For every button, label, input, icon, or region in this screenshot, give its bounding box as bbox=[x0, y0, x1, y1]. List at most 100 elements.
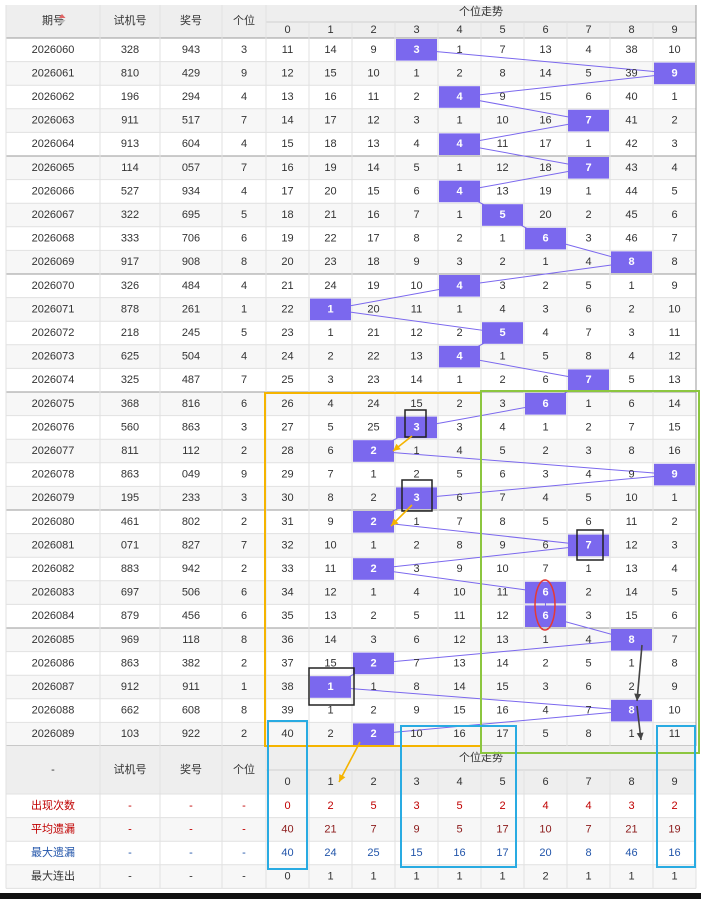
row-test: 218 bbox=[121, 327, 139, 339]
row-period: 2026074 bbox=[32, 374, 75, 386]
miss-value: 20 bbox=[539, 209, 551, 221]
row-prize: 695 bbox=[182, 209, 200, 221]
stats-value: 3 bbox=[413, 800, 419, 812]
hit-cell bbox=[482, 204, 523, 226]
dark-arrow bbox=[636, 644, 643, 702]
miss-value: 1 bbox=[456, 303, 462, 315]
table-row bbox=[6, 179, 696, 204]
miss-value: 8 bbox=[671, 256, 677, 268]
miss-value: 16 bbox=[367, 209, 379, 221]
stats-value: 16 bbox=[453, 847, 465, 859]
hit-cell bbox=[568, 157, 609, 179]
row-period: 2026060 bbox=[32, 44, 75, 56]
stats-value: 1 bbox=[499, 871, 505, 883]
miss-value: 1 bbox=[327, 705, 333, 717]
miss-value: 5 bbox=[671, 587, 677, 599]
stats-dash: - bbox=[128, 871, 132, 883]
sort-up-icon[interactable] bbox=[58, 14, 66, 18]
row-unit: 2 bbox=[241, 445, 247, 457]
miss-value: 9 bbox=[671, 280, 677, 292]
stats-value: 2 bbox=[671, 800, 677, 812]
hit-cell bbox=[353, 440, 394, 462]
row-prize: 911 bbox=[182, 681, 200, 693]
footer-digit-5: 5 bbox=[499, 776, 505, 788]
stats-value: 15 bbox=[410, 847, 422, 859]
miss-value: 16 bbox=[539, 115, 551, 127]
row-period: 2026066 bbox=[32, 185, 75, 197]
miss-value: 7 bbox=[327, 469, 333, 481]
miss-value: 8 bbox=[499, 516, 505, 528]
row-test: 103 bbox=[121, 728, 139, 740]
stats-value: 8 bbox=[585, 847, 591, 859]
stats-value: 7 bbox=[370, 823, 376, 835]
miss-value: 1 bbox=[671, 91, 677, 103]
miss-value: 9 bbox=[456, 563, 462, 575]
miss-value: 1 bbox=[628, 728, 634, 740]
bottom-scrollbar[interactable] bbox=[0, 893, 701, 899]
row-unit: 9 bbox=[241, 469, 247, 481]
row-test: 913 bbox=[121, 138, 139, 150]
row-unit: 2 bbox=[241, 516, 247, 528]
miss-value: 5 bbox=[499, 445, 505, 457]
miss-value: 13 bbox=[410, 351, 422, 363]
row-period: 2026063 bbox=[32, 115, 75, 127]
row-test: 461 bbox=[121, 516, 139, 528]
miss-value: 4 bbox=[499, 421, 505, 433]
table-row bbox=[6, 321, 696, 345]
table-row bbox=[6, 38, 696, 62]
miss-value: 12 bbox=[453, 634, 465, 646]
miss-value: 18 bbox=[281, 209, 293, 221]
miss-value: 29 bbox=[281, 469, 293, 481]
hit-value: 4 bbox=[456, 351, 463, 363]
table-row bbox=[6, 274, 696, 298]
miss-value: 24 bbox=[367, 398, 379, 410]
miss-value: 17 bbox=[539, 138, 551, 150]
row-test: 697 bbox=[121, 587, 139, 599]
stats-value: 0 bbox=[284, 800, 290, 812]
miss-value: 38 bbox=[625, 44, 637, 56]
miss-value: 13 bbox=[324, 610, 336, 622]
stats-value: 19 bbox=[668, 823, 680, 835]
miss-value: 9 bbox=[413, 256, 419, 268]
table-row bbox=[6, 415, 696, 440]
sort-down-icon[interactable] bbox=[58, 20, 66, 24]
miss-value: 5 bbox=[456, 469, 462, 481]
miss-value: 11 bbox=[626, 516, 637, 528]
row-period: 2026080 bbox=[32, 516, 75, 528]
miss-value: 17 bbox=[281, 185, 293, 197]
row-prize: 118 bbox=[182, 634, 200, 646]
hit-cell bbox=[439, 345, 480, 368]
miss-value: 2 bbox=[499, 256, 505, 268]
stats-value: 7 bbox=[585, 823, 591, 835]
miss-value: 8 bbox=[671, 657, 677, 669]
miss-value: 15 bbox=[668, 421, 680, 433]
miss-value: 3 bbox=[585, 233, 591, 245]
row-period: 2026070 bbox=[32, 280, 75, 292]
miss-value: 35 bbox=[281, 610, 293, 622]
row-prize: 057 bbox=[182, 162, 200, 174]
stats-value: 17 bbox=[496, 823, 508, 835]
miss-value: 1 bbox=[628, 657, 634, 669]
hit-value: 3 bbox=[413, 421, 419, 433]
miss-value: 15 bbox=[539, 91, 551, 103]
stats-value: 16 bbox=[668, 847, 680, 859]
stats-value: 0 bbox=[284, 871, 290, 883]
header-digit-3: 3 bbox=[413, 24, 419, 36]
row-prize: 487 bbox=[182, 374, 200, 386]
black-annotation-box bbox=[576, 529, 604, 561]
miss-value: 6 bbox=[542, 539, 548, 551]
miss-value: 5 bbox=[585, 657, 591, 669]
miss-value: 3 bbox=[370, 634, 376, 646]
header-digit-5: 5 bbox=[499, 24, 505, 36]
miss-value: 9 bbox=[370, 44, 376, 56]
miss-value: 1 bbox=[585, 563, 591, 575]
black-annotation-box bbox=[404, 409, 427, 438]
hit-cell bbox=[439, 133, 480, 155]
hit-cell bbox=[611, 251, 652, 273]
table-row bbox=[6, 486, 696, 510]
row-test: 879 bbox=[121, 610, 139, 622]
miss-value: 3 bbox=[499, 280, 505, 292]
row-test: 560 bbox=[121, 421, 139, 433]
header-prize: 奖号 bbox=[180, 13, 202, 27]
row-test: 527 bbox=[121, 185, 139, 197]
